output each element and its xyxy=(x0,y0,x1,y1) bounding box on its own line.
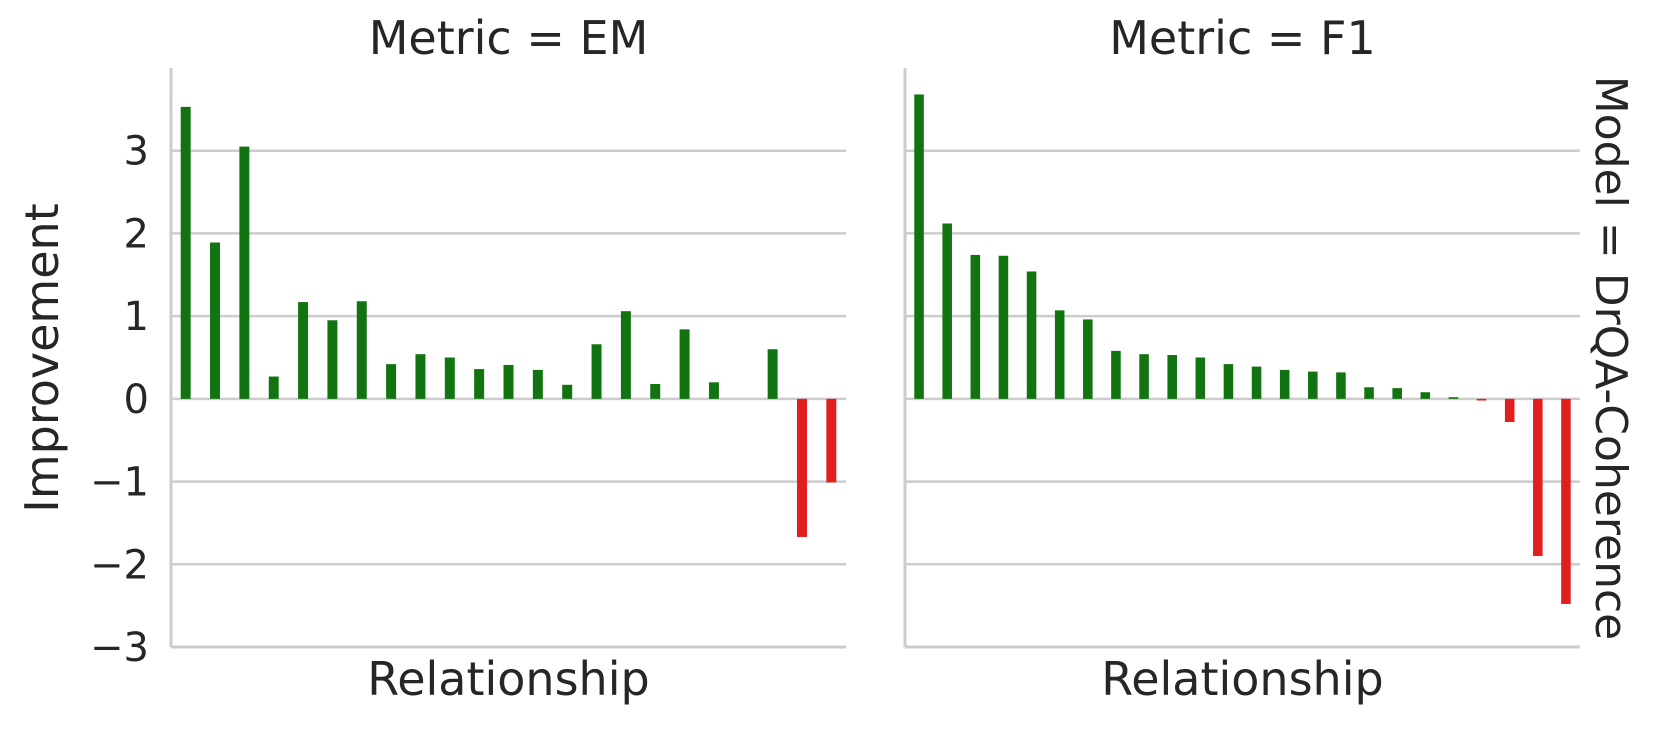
y-tick-label: 1 xyxy=(124,294,149,340)
y-axis-label: Improvement xyxy=(15,203,69,512)
bar-f1 xyxy=(1223,364,1234,399)
bar-em xyxy=(826,398,837,483)
bar-em xyxy=(620,311,631,399)
panel-title-f1: Metric = F1 xyxy=(1109,11,1376,65)
bar-f1 xyxy=(1195,357,1206,399)
bar-em xyxy=(679,329,690,399)
row-facet-label: Model = DrQA-Coherence xyxy=(1585,76,1636,641)
bar-f1 xyxy=(942,223,952,399)
bar-f1 xyxy=(1308,371,1318,399)
bar-f1 xyxy=(1561,398,1571,604)
bar-f1 xyxy=(1083,319,1093,399)
x-axis-label-f1: Relationship xyxy=(1101,652,1383,706)
y-tick-label: 2 xyxy=(124,211,149,257)
bar-em xyxy=(239,146,250,399)
bar-em xyxy=(650,383,661,399)
y-tick-label: 0 xyxy=(124,377,149,423)
bar-em xyxy=(474,369,485,399)
panel-title-em: Metric = EM xyxy=(369,11,649,65)
bar-em xyxy=(210,242,221,399)
bar-em xyxy=(327,320,338,399)
bar-em xyxy=(532,369,543,399)
bar-em xyxy=(708,382,719,399)
bar-f1 xyxy=(998,255,1009,399)
bar-f1 xyxy=(1279,369,1290,399)
bar-f1 xyxy=(1111,350,1121,399)
y-tick-label: 3 xyxy=(124,129,149,175)
bar-em xyxy=(444,357,455,399)
x-axis-label-em: Relationship xyxy=(367,652,649,706)
bar-f1 xyxy=(1504,398,1515,423)
bar-em xyxy=(356,301,367,399)
bar-f1 xyxy=(1054,310,1065,399)
bar-f1 xyxy=(1139,354,1149,399)
bar-f1 xyxy=(914,94,924,399)
bar-f1 xyxy=(1251,366,1262,399)
bar-f1 xyxy=(1533,398,1543,557)
bar-em xyxy=(180,106,191,399)
bar-em xyxy=(298,302,309,399)
bar-f1 xyxy=(1448,397,1459,399)
bar-em xyxy=(503,364,514,399)
y-tick-label: −3 xyxy=(90,625,149,671)
bar-f1 xyxy=(1026,271,1037,399)
bar-em xyxy=(268,376,279,399)
bar-f1 xyxy=(970,254,981,399)
bar-em xyxy=(591,344,602,399)
bar-em xyxy=(386,364,397,399)
bar-f1 xyxy=(1392,388,1402,399)
y-tick-label: −2 xyxy=(90,542,149,588)
bar-em xyxy=(796,398,807,537)
bar-f1 xyxy=(1420,392,1431,399)
bar-f1 xyxy=(1336,372,1346,399)
y-tick-label: −1 xyxy=(90,460,149,506)
bar-f1 xyxy=(1167,355,1177,399)
bar-f1 xyxy=(1476,398,1487,401)
bar-em xyxy=(415,354,426,399)
bar-em xyxy=(562,384,573,399)
bar-em xyxy=(767,349,778,399)
bar-f1 xyxy=(1364,387,1374,399)
